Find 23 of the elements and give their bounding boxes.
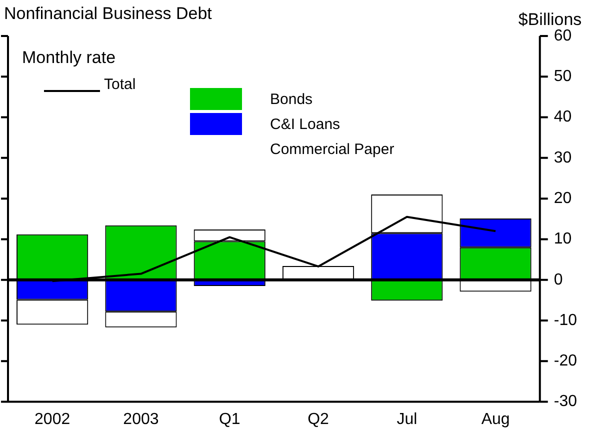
x-tick-label: 2003 — [123, 410, 159, 428]
x-tick-label: 2002 — [34, 410, 70, 428]
y-tick-label: 30 — [554, 149, 572, 166]
y-tick-label: 20 — [554, 190, 572, 207]
x-tick-label: Aug — [481, 410, 510, 428]
legend-label: C&I Loans — [270, 116, 340, 132]
y-tick-label: 50 — [554, 68, 572, 86]
chart-title: Nonfinancial Business Debt — [4, 4, 212, 24]
y-axis-title: $Billions — [518, 10, 582, 29]
x-tick-label: Q1 — [218, 410, 240, 428]
y-tick-label: -20 — [554, 352, 578, 370]
y-tick-label: -10 — [554, 312, 578, 329]
y-tick-label: 10 — [554, 230, 572, 248]
legend-label: Bonds — [270, 90, 313, 108]
y-tick-label: 40 — [554, 108, 572, 126]
y-tick-label: -30 — [554, 393, 578, 410]
text: Commercial Paper — [270, 140, 394, 158]
annotation: Monthly rate — [22, 48, 116, 68]
x-tick-label: Jul — [396, 410, 418, 428]
legend-label: Total — [104, 76, 136, 93]
y-tick-label: 0 — [554, 271, 563, 288]
y-tick-label: 60 — [554, 27, 572, 44]
x-tick-label: Q2 — [308, 410, 330, 428]
